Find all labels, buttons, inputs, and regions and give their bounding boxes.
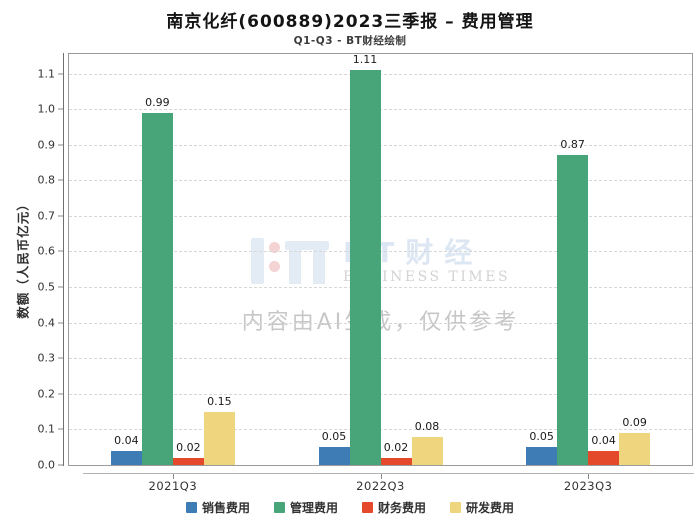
bar-value-label: 0.99 bbox=[145, 95, 170, 109]
y-tick-label: 1.1 bbox=[37, 67, 56, 81]
x-tick-mark bbox=[588, 474, 590, 479]
bt-logo-dot bbox=[268, 261, 280, 272]
y-tick-label: 0.0 bbox=[37, 458, 56, 472]
chart-title: 南京化纤(600889)2023三季报 – 费用管理 bbox=[166, 12, 534, 32]
bar-value-label: 0.04 bbox=[114, 433, 139, 447]
y-tick-mark bbox=[58, 144, 63, 146]
legend-swatch bbox=[362, 502, 373, 513]
bar-value-label: 0.02 bbox=[383, 440, 409, 454]
legend-item: 销售费用 bbox=[185, 499, 250, 516]
gridline bbox=[69, 358, 692, 360]
bar-value-label: 1.11 bbox=[352, 53, 378, 67]
legend-swatch bbox=[185, 502, 197, 513]
y-tick-label: 0.7 bbox=[37, 209, 56, 223]
gridline bbox=[69, 429, 692, 431]
y-axis-label: 数额（人民币亿元） bbox=[15, 197, 31, 319]
y-tick-mark bbox=[58, 108, 63, 110]
gridline bbox=[69, 73, 692, 75]
gridline bbox=[69, 322, 692, 324]
bar bbox=[588, 450, 620, 465]
y-axis-line bbox=[63, 53, 64, 466]
y-tick-label: 1.0 bbox=[37, 102, 56, 116]
y-tick-mark bbox=[58, 464, 63, 466]
legend-label: 管理费用 bbox=[289, 501, 338, 515]
chart-subtitle: Q1-Q3 - BT财经绘制 bbox=[293, 35, 407, 47]
y-tick-mark bbox=[58, 393, 63, 395]
bar bbox=[557, 155, 589, 465]
gridline bbox=[69, 144, 692, 146]
legend-label: 研发费用 bbox=[466, 501, 515, 515]
bar bbox=[141, 112, 173, 465]
gridline bbox=[69, 393, 692, 395]
legend-label: 财务费用 bbox=[378, 501, 427, 515]
bar bbox=[203, 411, 235, 465]
bar-value-label: 0.87 bbox=[560, 138, 585, 152]
gridline bbox=[69, 251, 692, 253]
y-tick-mark bbox=[58, 215, 63, 217]
legend-label: 销售费用 bbox=[201, 501, 250, 515]
bar-value-label: 0.05 bbox=[321, 430, 347, 444]
bar bbox=[619, 432, 651, 465]
bar bbox=[349, 70, 381, 465]
y-tick-mark bbox=[58, 73, 63, 75]
x-axis-line bbox=[83, 473, 694, 474]
y-tick-label: 0.3 bbox=[37, 351, 56, 365]
y-tick-label: 0.2 bbox=[37, 387, 56, 401]
bar-value-label: 0.09 bbox=[622, 415, 647, 429]
x-tick-label: 2022Q3 bbox=[356, 479, 405, 493]
y-tick-label: 0.6 bbox=[37, 244, 56, 258]
y-tick-mark bbox=[58, 286, 63, 288]
bt-logo-pi-top bbox=[284, 241, 329, 250]
plot-area: BT财经 BUSINESS TIMES 内容由AI生成，仅供参考 0.00.10… bbox=[38, 53, 694, 493]
legend-swatch bbox=[450, 502, 462, 513]
y-tick-label: 0.9 bbox=[37, 138, 56, 152]
y-tick-mark bbox=[58, 179, 63, 181]
bar-value-label: 0.04 bbox=[591, 433, 616, 447]
bar-value-label: 0.02 bbox=[176, 440, 201, 454]
y-tick-mark bbox=[58, 250, 63, 252]
gridline bbox=[69, 287, 692, 289]
legend: 销售费用 管理费用 财务费用 研发费用 bbox=[0, 499, 700, 516]
bar bbox=[318, 447, 350, 465]
bt-logo-icon bbox=[250, 238, 329, 284]
x-tick-mark bbox=[380, 474, 382, 479]
x-tick-label: 2021Q3 bbox=[148, 479, 198, 493]
bar-value-label: 0.08 bbox=[414, 419, 440, 433]
y-tick-label: 0.4 bbox=[37, 316, 56, 330]
y-tick-mark bbox=[58, 428, 63, 430]
bar bbox=[411, 436, 443, 465]
y-tick-label: 0.8 bbox=[37, 173, 56, 187]
x-tick-label: 2023Q3 bbox=[563, 479, 613, 493]
gridline bbox=[69, 215, 692, 217]
y-tick-label: 0.5 bbox=[37, 280, 56, 294]
bar bbox=[526, 447, 558, 465]
legend-item: 研发费用 bbox=[450, 499, 514, 516]
y-tick-label: 0.1 bbox=[37, 422, 56, 436]
legend-item: 管理费用 bbox=[273, 499, 338, 516]
bar bbox=[110, 450, 142, 465]
gridline bbox=[69, 109, 692, 111]
bar bbox=[380, 457, 412, 465]
x-tick-mark bbox=[172, 474, 174, 479]
bt-logo-bar bbox=[250, 238, 264, 284]
y-tick-mark bbox=[58, 357, 63, 359]
legend-item: 财务费用 bbox=[362, 499, 426, 516]
bt-logo-pi-leg bbox=[288, 250, 301, 284]
y-tick-mark bbox=[58, 322, 63, 324]
gridline bbox=[69, 180, 692, 182]
bar-value-label: 0.15 bbox=[207, 394, 232, 408]
bt-logo-pi-leg bbox=[312, 250, 325, 284]
bar-value-label: 0.05 bbox=[529, 430, 554, 444]
bar bbox=[172, 457, 204, 465]
legend-swatch bbox=[273, 502, 285, 513]
